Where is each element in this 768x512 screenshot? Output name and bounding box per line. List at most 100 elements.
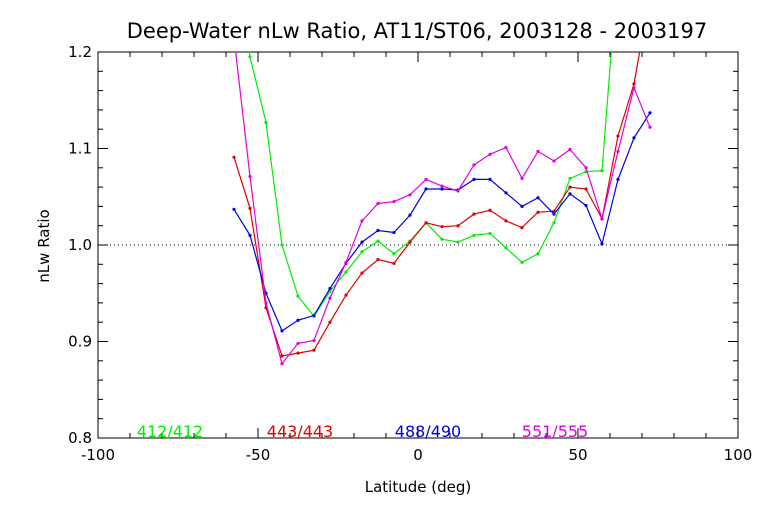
data-point [616,177,620,181]
series-line-3 [233,112,651,332]
data-point [584,203,588,208]
data-point [504,145,508,150]
x-tick-label: 0 [413,446,423,464]
data-point [584,166,588,170]
data-point [472,212,476,216]
y-tick-label: 0.9 [68,333,92,351]
data-point [248,233,252,237]
data-point [360,219,364,223]
data-point [344,293,348,297]
data-point [408,213,412,217]
data-point [248,174,252,179]
data-point [552,209,556,213]
data-point [328,286,332,291]
data-point [392,230,396,235]
data-point [392,199,396,204]
legend: 412/412 443/443 488/490 551/555 [137,422,588,441]
data-point [520,226,524,230]
data-point [632,86,636,90]
data-point [424,187,428,191]
data-point [488,152,492,156]
series-line-2 [233,52,641,357]
data-point [536,149,540,153]
data-point [520,176,524,181]
y-tick-label: 1.1 [68,140,92,158]
data-point [504,219,508,223]
data-point [280,354,284,358]
series-line-1 [248,52,612,318]
data-point [504,191,508,195]
data-point [248,206,252,210]
data-point [264,120,268,125]
data-point [344,270,348,274]
data-point [360,240,364,244]
data-point [312,313,316,318]
data-point [600,217,604,221]
x-tick-label: -100 [81,446,115,464]
legend-entry: 488/490 [395,422,461,441]
data-point [552,212,556,216]
data-point [440,184,444,188]
data-point [632,136,636,140]
data-point [552,159,556,163]
y-tick-label: 1.2 [68,43,92,61]
legend-entry: 443/443 [267,422,333,441]
y-tick-label: 1.0 [68,236,92,254]
data-point [360,271,364,275]
x-axis-label: Latitude (deg) [365,478,471,496]
x-tick-label: 50 [568,446,587,464]
data-point [296,294,300,298]
data-point [312,348,316,352]
data-point [600,242,604,246]
data-point [248,55,252,59]
data-point [488,208,492,212]
data-point [600,169,604,173]
data-point [568,185,572,189]
data-point [280,243,284,247]
data-point [616,134,620,138]
data-point [280,362,284,366]
data-point [648,111,652,115]
legend-entry: 412/412 [137,422,203,441]
data-point [360,250,364,254]
x-tick-label: 100 [724,446,753,464]
data-point [296,341,300,346]
data-point [632,82,636,86]
data-point [488,177,492,181]
data-point [376,228,380,233]
series-line-4 [235,52,651,366]
data-point [552,221,556,225]
data-point [232,155,236,159]
data-point [456,189,460,193]
data-point [568,192,572,196]
data-point [296,318,300,322]
data-point [536,196,540,200]
data-point [408,193,412,197]
data-point [520,260,524,264]
data-point [408,240,412,244]
chart-title: Deep-Water nLw Ratio, AT11/ST06, 2003128… [127,19,708,43]
data-point [504,246,508,250]
data-point [376,201,380,206]
data-point [616,149,620,153]
data-point [392,252,396,256]
data-point [424,221,428,225]
data-point [232,207,236,211]
data-point [456,240,460,244]
y-axis-label: nLw Ratio [35,209,53,282]
data-point [344,260,348,264]
data-point [440,237,444,241]
data-point [392,261,396,265]
data-point [520,204,524,208]
data-point [312,338,316,343]
data-point [536,210,540,214]
data-point [536,252,540,256]
data-point [280,329,284,333]
x-tick-label: -50 [246,446,271,464]
data-point [440,187,444,191]
data-point [264,301,268,305]
data-point [472,177,476,181]
data-point [648,125,652,129]
data-point [296,351,300,355]
